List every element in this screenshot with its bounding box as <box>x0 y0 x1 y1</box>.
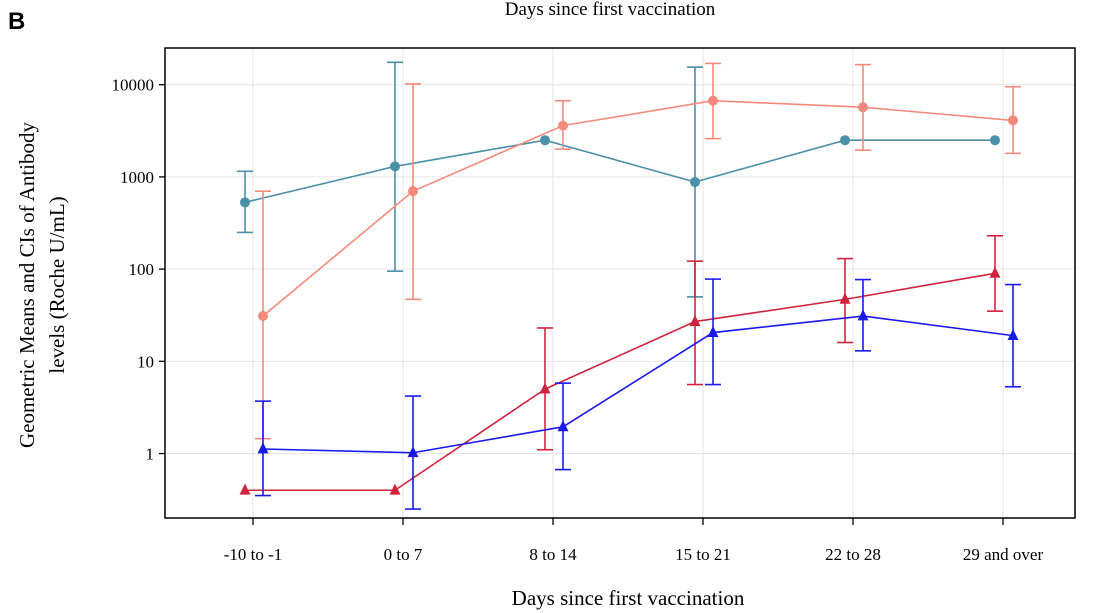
x-tick-label-1: 0 to 7 <box>384 545 423 564</box>
series-0-point-4 <box>840 135 850 146</box>
series-3-point-0 <box>257 442 269 454</box>
series-2-point-0 <box>239 483 251 495</box>
series-0-point-3 <box>690 177 700 188</box>
series-1-point-1 <box>408 186 418 197</box>
series-3-point-2 <box>557 420 569 432</box>
series-2-point-2 <box>539 382 551 394</box>
series-2-line <box>245 272 996 492</box>
series-1-point-3 <box>708 95 718 106</box>
series-3-line <box>262 315 1014 454</box>
plot-area: 1 10 100 1000 10000 -10 to -1 0 to 7 8 to 14 15 … <box>112 47 1076 564</box>
y-tick-label-4: 10000 <box>112 76 155 95</box>
y-tick-label-1: 10 <box>137 352 154 371</box>
x-axis-label: Days since first vaccination <box>512 586 745 610</box>
series-1-line <box>262 99 1014 317</box>
x-tick-label-4: 22 to 28 <box>825 545 881 564</box>
x-tick-label-3: 15 to 21 <box>675 545 731 564</box>
x-tick-label-5: 29 and over <box>963 545 1044 564</box>
series-0-point-1 <box>390 161 400 172</box>
y-axis-label-line-2: levels (Roche U/mL) <box>45 196 69 373</box>
y-tick-label-3: 1000 <box>120 168 154 187</box>
series-0-line <box>244 139 995 204</box>
series-1-point-4 <box>858 102 868 113</box>
series-0-point-0 <box>240 197 250 208</box>
series-1-point-0 <box>258 311 268 322</box>
series-2-point-1 <box>389 483 401 495</box>
series-2-point-3 <box>689 314 701 326</box>
series-3-point-5 <box>1007 329 1019 341</box>
chart-title: Days since first vaccination <box>505 0 716 20</box>
x-tick-label-0: -10 to -1 <box>224 545 283 564</box>
series-1-point-5 <box>1008 115 1018 126</box>
series-0-point-2 <box>540 135 550 146</box>
series-2-point-4 <box>839 292 851 304</box>
series-3-point-3 <box>707 325 719 337</box>
y-tick-label-0: 1 <box>146 445 155 464</box>
panel-label: B <box>8 8 25 35</box>
plot-frame <box>164 47 1076 519</box>
x-tick-label-2: 8 to 14 <box>529 545 577 564</box>
series-0-point-5 <box>990 135 1000 146</box>
series-2-point-5 <box>989 266 1001 278</box>
series-3-point-4 <box>857 309 869 321</box>
series-1-point-2 <box>558 120 568 131</box>
y-axis-label-line-1: Geometric Means and CIs of Antibody <box>15 121 39 448</box>
series-3-point-1 <box>407 446 419 458</box>
y-tick-label-2: 100 <box>129 260 155 279</box>
y-axis-label-group: Geometric Means and CIs of Antibody leve… <box>15 121 69 448</box>
